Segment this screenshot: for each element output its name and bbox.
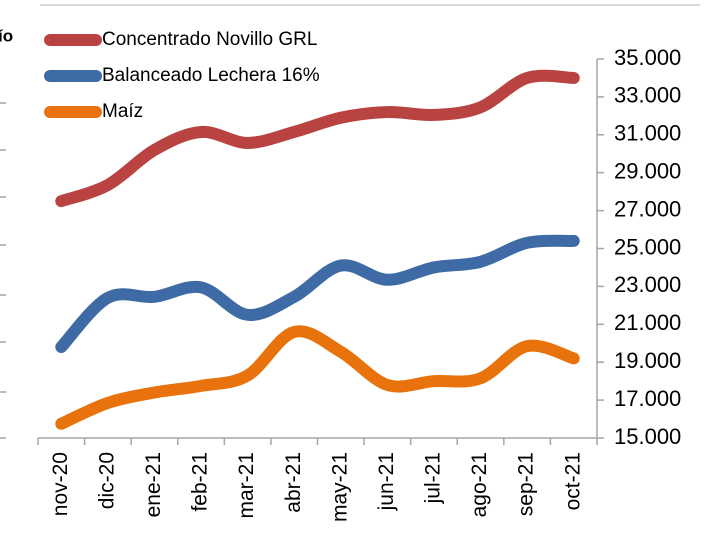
x-tick-label: sep-21 [515,452,538,516]
series-line [55,234,580,354]
legend-label: Maíz [102,101,143,122]
y-tick-label: 23.000 [614,272,681,297]
x-tick-label: feb-21 [189,452,212,512]
x-tick-label: dic-20 [95,452,118,509]
x-tick-label: jun-21 [375,452,398,511]
x-tick-label: jul-21 [422,452,445,504]
x-tick-label: nov-20 [49,452,72,516]
y-tick-label: 29.000 [614,159,681,184]
x-tick-label: oct-21 [561,452,584,510]
y-tick-label: 31.000 [614,121,681,146]
y-tick-label: 21.000 [614,310,681,335]
series-line [55,325,580,430]
y-tick-label: 17.000 [614,386,681,411]
x-tick-label: ago-21 [468,452,491,517]
x-tick-label: mar-21 [235,452,258,519]
legend-label: Balanceado Lechera 16% [102,65,320,86]
y-tick-label: 27.000 [614,196,681,221]
y-tick-label: 19.000 [614,348,681,373]
y-tick-label: 33.000 [614,83,681,108]
x-tick-label: ene-21 [142,452,165,517]
series-line [55,69,580,208]
x-tick-label: abr-21 [282,452,305,513]
x-tick-label: may-21 [328,452,351,522]
y-tick-label: 15.000 [614,424,681,449]
legend-label: Concentrado Novillo GRL [102,29,317,50]
left-axis-fragment [0,102,6,439]
y-tick-label: 25.000 [614,234,681,259]
y-tick-label: 35.000 [614,45,681,70]
title-fragment: ío [0,26,13,45]
